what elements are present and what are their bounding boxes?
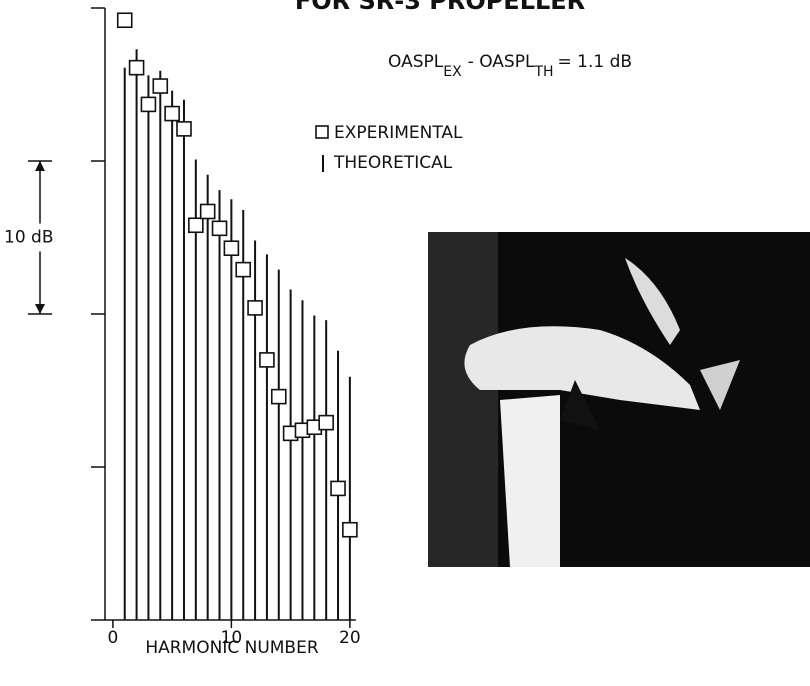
scale-bar-arrow [35,161,45,171]
experimental-point [130,61,144,75]
experimental-point [236,263,250,277]
experimental-point [201,204,215,218]
experimental-point [213,221,227,235]
annotation-result: = 1.1 dB [558,52,633,72]
scale-bar-label: 10 dB [4,228,54,248]
experimental-point [343,523,357,537]
experimental-point [153,79,167,93]
photo-shade [428,232,498,567]
experimental-point [118,13,132,27]
annotation: OASPLEX - OASPLTH = 1.1 dB [388,52,632,80]
x-tick-label: 10 [221,628,243,648]
annotation-sub: TH [533,64,553,80]
photo-strut [500,395,560,567]
photo [428,232,810,567]
annotation-minus: - OASPL [468,52,535,72]
experimental-point [248,301,262,315]
experimental-point [319,416,333,430]
experimental-point [165,107,179,121]
experimental-point [331,481,345,495]
legend-label: EXPERIMENTAL [334,123,463,143]
x-tick-label: 20 [339,628,361,648]
legend: EXPERIMENTAL THEORETICAL [316,123,463,173]
experimental-point [224,241,238,255]
experimental-point [141,97,155,111]
legend-label: THEORETICAL [333,153,453,173]
annotation-sub: EX [443,64,462,80]
scale-bar-arrow [35,304,45,314]
chart: FOR SR-3 PROPELLER OASPLEX - OASPLTH = 1.1… [0,0,810,686]
x-tick-label: 0 [107,628,118,648]
legend-marker [316,126,328,138]
experimental-point [177,122,191,136]
experimental-point [189,218,203,232]
chart-title: FOR SR-3 PROPELLER [295,0,585,15]
annotation-lhs: OASPL [388,52,444,72]
experimental-point [260,353,274,367]
experimental-point [272,390,286,404]
